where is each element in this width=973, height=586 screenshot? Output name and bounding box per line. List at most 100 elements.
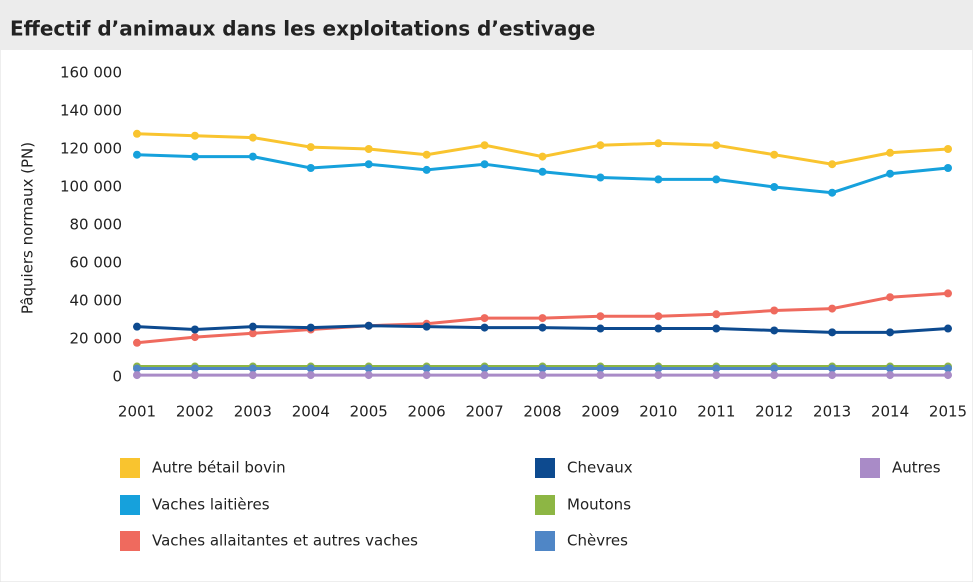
point: [133, 150, 141, 159]
point: [190, 131, 199, 140]
point: [480, 314, 489, 323]
point: [828, 364, 837, 373]
point: [190, 152, 199, 161]
point: [538, 314, 547, 323]
legend-label: Moutons: [567, 496, 631, 514]
point: [538, 152, 547, 161]
y-tick-label: 40 000: [70, 292, 123, 310]
point: [944, 164, 952, 172]
y-tick-label: 120 000: [60, 140, 122, 158]
x-tick-label: 2003: [234, 403, 272, 421]
point: [480, 323, 489, 332]
point: [712, 141, 721, 150]
legend-swatch: [860, 458, 880, 478]
point: [248, 329, 257, 338]
point: [654, 312, 663, 321]
legend-label: Autres: [892, 459, 941, 477]
point: [306, 323, 315, 332]
point: [828, 328, 837, 337]
point: [654, 139, 663, 148]
point: [480, 371, 489, 380]
point: [712, 371, 721, 380]
y-tick-label: 100 000: [60, 178, 122, 196]
point: [770, 306, 779, 315]
point: [248, 152, 257, 161]
x-tick-label: 2012: [755, 403, 793, 421]
legend-swatch: [535, 531, 555, 551]
point: [596, 141, 605, 150]
x-tick-label: 2014: [871, 403, 909, 421]
point: [828, 188, 837, 197]
point: [538, 167, 547, 176]
point: [480, 160, 489, 169]
point: [538, 371, 547, 380]
point: [770, 364, 779, 373]
point: [306, 364, 315, 373]
x-tick-label: 2004: [292, 403, 330, 421]
point: [886, 371, 895, 380]
point: [596, 371, 605, 380]
point: [886, 169, 895, 178]
point: [596, 312, 605, 321]
x-tick-label: 2008: [523, 403, 561, 421]
point: [828, 371, 837, 380]
legend-label: Vaches laitières: [152, 496, 270, 514]
x-tick-label: 2006: [408, 403, 446, 421]
point: [248, 364, 257, 373]
point: [422, 322, 431, 331]
point: [364, 321, 373, 330]
point: [770, 150, 779, 159]
point: [364, 364, 373, 373]
y-tick-label: 80 000: [70, 216, 123, 234]
x-tick-label: 2015: [929, 403, 967, 421]
point: [422, 165, 431, 174]
legend-swatch: [535, 495, 555, 515]
point: [133, 371, 141, 380]
point: [654, 324, 663, 333]
point: [654, 371, 663, 380]
point: [422, 150, 431, 159]
point: [828, 160, 837, 169]
legend-swatch: [535, 458, 555, 478]
point: [133, 322, 141, 331]
point: [248, 371, 257, 380]
point: [306, 164, 315, 172]
y-tick-label: 60 000: [70, 254, 123, 272]
point: [654, 175, 663, 184]
x-tick-label: 2011: [697, 403, 735, 421]
point: [712, 324, 721, 333]
point: [480, 141, 489, 150]
x-tick-label: 2005: [350, 403, 388, 421]
x-tick-label: 2009: [581, 403, 619, 421]
legend-label: Autre bétail bovin: [152, 459, 286, 477]
legend-label: Vaches allaitantes et autres vaches: [152, 532, 418, 550]
y-tick-label: 160 000: [60, 64, 122, 82]
legend-swatch: [120, 458, 140, 478]
point: [538, 323, 547, 332]
point: [886, 364, 895, 373]
legend-swatch: [120, 531, 140, 551]
point: [944, 371, 952, 380]
point: [596, 364, 605, 373]
y-tick-label: 140 000: [60, 102, 122, 120]
point: [828, 304, 837, 313]
point: [596, 324, 605, 333]
point: [248, 322, 257, 331]
point: [190, 333, 199, 342]
point: [596, 173, 605, 182]
point: [133, 364, 141, 373]
point: [770, 371, 779, 380]
x-tick-label: 2013: [813, 403, 851, 421]
legend-swatch: [120, 495, 140, 515]
point: [944, 364, 952, 373]
point: [886, 148, 895, 157]
title-bar: [0, 0, 973, 50]
point: [133, 338, 141, 347]
point: [190, 364, 199, 373]
point: [480, 364, 489, 373]
x-tick-label: 2002: [176, 403, 214, 421]
legend-label: Chèvres: [567, 532, 628, 550]
y-tick-label: 0: [112, 368, 122, 386]
